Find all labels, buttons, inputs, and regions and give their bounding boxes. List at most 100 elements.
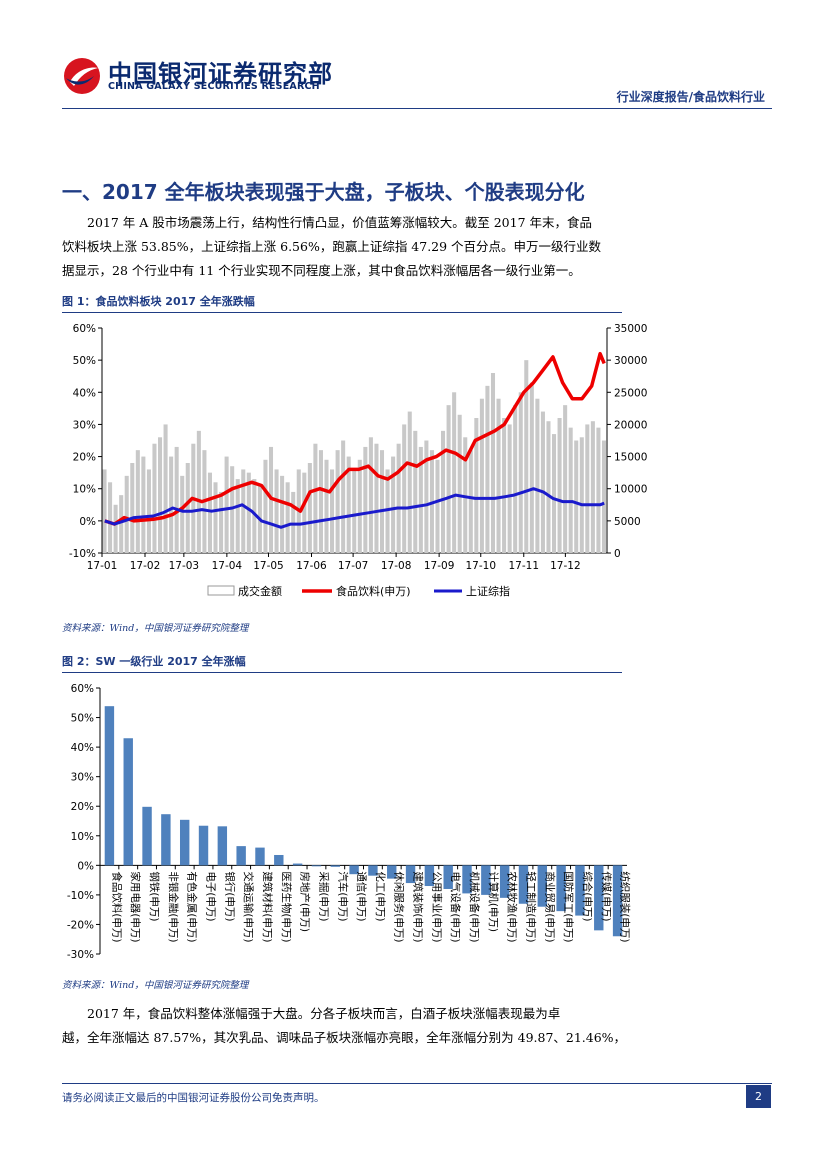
volume-bar	[513, 405, 518, 553]
y-left-tick-label: 60%	[73, 323, 96, 335]
industry-bar	[274, 854, 284, 866]
category-label: 非银金融(申万)	[167, 871, 180, 942]
category-label: 电子(申万)	[205, 871, 218, 921]
volume-bar	[540, 411, 545, 553]
y-tick-label: 50%	[71, 713, 94, 725]
industry-bar	[161, 814, 171, 866]
volume-bar	[169, 456, 174, 553]
x-tick-label: 17-01	[87, 560, 118, 572]
y-left-tick-label: -10%	[69, 548, 96, 560]
paragraph-1-line: 饮料板块上涨 53.85%，上证综指上涨 6.56%，跑赢上证综指 47.29 …	[62, 239, 602, 254]
y-tick-label: 0%	[77, 860, 94, 872]
volume-bar	[579, 437, 584, 553]
category-label: 农林牧渔(申万)	[506, 871, 519, 942]
volume-bar	[452, 392, 457, 553]
volume-bar	[235, 479, 240, 553]
industry-bar	[311, 865, 322, 867]
y-tick-label: 60%	[71, 683, 94, 695]
legend-swatch-volume	[207, 585, 235, 596]
industry-bar	[292, 863, 303, 866]
volume-bar	[596, 427, 601, 553]
volume-bar	[213, 482, 218, 553]
y-right-tick-label: 0	[614, 548, 621, 560]
volume-bar	[346, 456, 351, 553]
paragraph-2-line: 越，全年涨幅达 87.57%，其次乳品、调味品子板块涨幅亦亮眼，全年涨幅分别为 …	[62, 1030, 627, 1045]
industry-bar	[499, 865, 510, 898]
volume-bar	[391, 456, 396, 553]
logo-text-cn: 中国银河证券研究部	[108, 60, 333, 88]
figure-1-title: 图 1：食品饮料板块 2017 全年涨跌幅	[62, 295, 255, 308]
figure-1-source: 资料来源：Wind，中国银河证券研究院整理	[62, 623, 249, 634]
y-tick-label: 20%	[71, 801, 94, 813]
category-label: 食品饮料(申万)	[110, 871, 123, 942]
volume-bar	[529, 382, 534, 553]
industry-bar	[104, 706, 115, 866]
industry-bar	[142, 806, 152, 866]
volume-bar	[502, 418, 507, 553]
volume-bar	[285, 482, 290, 553]
legend-label-volume: 成交金额	[238, 584, 282, 598]
x-tick-label: 17-12	[550, 560, 581, 572]
figure-1-chart: 60% 50% 40% 30% 20% 10% 0% -10% 35000 30000 25000 2…	[69, 323, 648, 598]
volume-bar	[330, 469, 335, 553]
y-right-tick-label: 30000	[614, 355, 647, 367]
volume-bar	[413, 430, 418, 553]
volume-bar	[157, 437, 163, 553]
volume-bar	[368, 437, 373, 553]
legend-label-food: 食品饮料(申万)	[336, 584, 411, 598]
category-label: 家用电器(申万)	[129, 871, 142, 942]
y-right-tick-label: 5000	[614, 516, 641, 528]
x-tick-label: 17-06	[296, 560, 327, 572]
volume-bar	[552, 434, 557, 553]
industry-bar	[443, 865, 453, 889]
industry-bar	[518, 865, 529, 904]
y-left-tick-label: 40%	[73, 387, 96, 399]
category-label: 商业贸易(申万)	[543, 871, 556, 942]
category-label: 轻工制造(申万)	[524, 871, 537, 942]
logo-text-en: CHINA GALAXY SECURITIES RESEARCH	[108, 81, 320, 92]
volume-bar	[568, 427, 573, 553]
y-right-tick-label: 10000	[614, 484, 647, 496]
volume-bar	[135, 450, 140, 553]
volume-bar	[396, 443, 401, 553]
y-left-tick-label: 0%	[79, 516, 96, 528]
volume-bar	[335, 450, 340, 553]
legend-label-sh: 上证综指	[466, 584, 510, 598]
x-tick-label: 17-09	[424, 560, 455, 572]
volume-bar	[424, 440, 429, 553]
volume-bar	[590, 421, 595, 553]
volume-bar	[446, 405, 451, 553]
volume-bar	[574, 440, 579, 553]
y-tick-label: -20%	[67, 919, 94, 931]
volume-bar	[407, 411, 412, 553]
volume-bar	[130, 463, 135, 553]
footer-disclaimer: 请务必阅读正文最后的中国银河证券股份公司免责声明。	[62, 1092, 325, 1104]
galaxy-logo-icon	[64, 58, 100, 94]
industry-bar	[123, 738, 133, 866]
shanghai-index-line	[104, 487, 605, 529]
volume-bar	[418, 446, 423, 553]
y-tick-label: 30%	[71, 772, 94, 784]
volume-bar	[113, 504, 118, 553]
volume-bar	[385, 469, 390, 553]
y-left-tick-label: 20%	[73, 452, 96, 464]
volume-bar	[518, 392, 523, 553]
industry-bar	[481, 865, 491, 895]
footer-divider	[62, 1083, 772, 1084]
category-label: 电气设备(申万)	[449, 871, 462, 942]
food-beverage-line	[104, 351, 606, 526]
volume-bar	[324, 459, 329, 553]
x-tick-label: 17-05	[253, 560, 284, 572]
category-label: 机械设备(申万)	[468, 871, 481, 942]
volume-bar	[435, 459, 440, 553]
volume-bar	[313, 443, 318, 553]
volume-bar	[196, 430, 201, 553]
header-divider	[62, 108, 772, 109]
industry-bar	[236, 846, 246, 866]
volume-bar	[457, 414, 462, 553]
volume-bar	[490, 373, 496, 553]
volume-bar	[352, 469, 357, 553]
volume-bar	[379, 450, 385, 553]
volume-bar	[402, 424, 407, 553]
page-number: 2	[746, 1085, 771, 1108]
